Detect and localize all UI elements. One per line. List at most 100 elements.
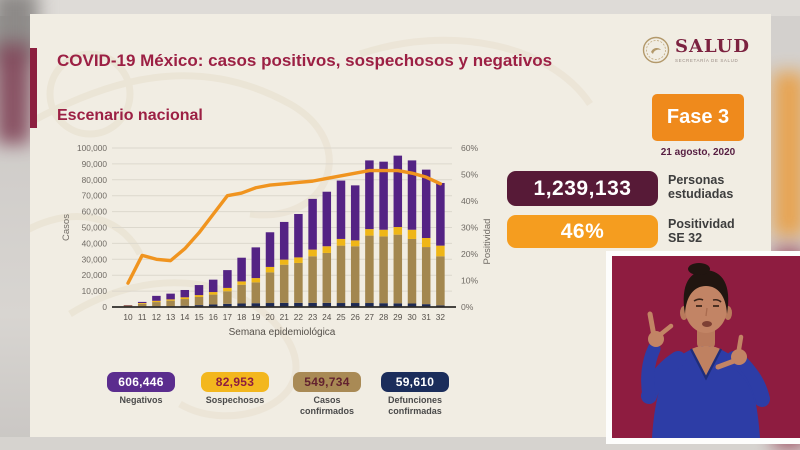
person-eyebrow [712, 298, 722, 303]
x-axis-tick: 23 [308, 312, 318, 322]
bar-week-29-Casos confirmados [393, 234, 403, 304]
bar-week-24-Defunciones confirmadas [322, 302, 332, 307]
summary-label: Negativos [86, 395, 196, 406]
title-accent-bar [30, 48, 37, 128]
bar-week-28-Casos confirmados [379, 236, 388, 304]
y-axis-tick-left: 20,000 [82, 270, 108, 280]
bar-week-12-Sospechosos [152, 300, 161, 303]
x-axis-tick: 10 [123, 312, 133, 322]
y-axis-tick-left: 0 [102, 302, 107, 312]
bar-week-22-Casos confirmados [294, 262, 303, 303]
x-axis-tick: 21 [280, 312, 290, 322]
bar-week-26-Casos confirmados [350, 246, 360, 304]
x-axis-tick: 28 [379, 312, 389, 322]
person-forearm [641, 342, 661, 403]
blur-blob [773, 72, 800, 237]
bar-week-23-Negativos [308, 198, 317, 250]
logo-wordmark: SALUD [675, 35, 750, 57]
y-axis-tick-right: 10% [461, 276, 479, 286]
x-axis-tick: 15 [194, 312, 204, 322]
y-axis-tick-left: 90,000 [82, 159, 108, 169]
bar-week-19-Defunciones confirmadas [251, 303, 261, 307]
bar-week-27-Defunciones confirmadas [365, 303, 374, 307]
bar-week-11-Negativos [137, 301, 147, 304]
bar-week-30-Casos confirmados [407, 238, 417, 304]
summary-label-line: Defunciones [387, 395, 442, 405]
bar-week-30-Sospechosos [407, 229, 417, 239]
person-collar [689, 348, 723, 381]
bar-week-24-Casos confirmados [322, 252, 332, 303]
summary-label-line: Negativos [119, 395, 163, 405]
x-axis-tick: 20 [265, 312, 275, 322]
bar-week-25-Casos confirmados [336, 245, 346, 304]
bar-week-29-Defunciones confirmadas [393, 303, 403, 307]
bar-week-14-Sospechosos [180, 297, 190, 300]
bar-week-32-Sospechosos [436, 245, 445, 257]
bar-week-30-Negativos [407, 160, 417, 230]
x-axis-tick: 13 [166, 312, 176, 322]
y-axis-title-right: Positividad [482, 219, 493, 265]
bar-week-31-Negativos [421, 169, 431, 238]
bar-week-27-Negativos [365, 160, 374, 230]
bar-week-31-Defunciones confirmadas [421, 304, 431, 307]
bar-week-26-Negativos [350, 185, 360, 241]
phase-date: 21 agosto, 2020 [660, 147, 736, 158]
bar-week-12-Casos confirmados [152, 302, 161, 307]
y-axis-tick-right: 20% [461, 249, 479, 259]
summary-label: Casos confirmados [272, 395, 382, 417]
y-axis-tick-left: 10,000 [82, 286, 108, 296]
summary-value-badge: 549,734 [293, 372, 361, 392]
y-axis-tick-left: 60,000 [82, 207, 108, 217]
bar-week-17-Negativos [223, 270, 232, 288]
bar-week-21-Sospechosos [279, 259, 289, 265]
bar-week-16-Defunciones confirmadas [208, 304, 218, 307]
person-thumb [736, 334, 744, 352]
salud-logo: SALUD SECRETARÍA DE SALUD [642, 36, 767, 64]
section-title: Escenario nacional [57, 107, 203, 124]
y-axis-title-left: Casos [61, 214, 72, 241]
bar-week-11-Sospechosos [137, 303, 147, 304]
bar-week-15-Casos confirmados [194, 296, 204, 306]
x-axis-tick: 27 [365, 312, 375, 322]
summary-sospechosos: 82,953 Sospechosos [180, 372, 290, 406]
cases-positivity-chart: 0 10,000 20,000 30,000 40,000 50,000 60,000 70,… [61, 143, 493, 338]
bar-week-30-Defunciones confirmadas [407, 303, 417, 307]
phase-badge: Fase 3 [652, 94, 744, 141]
positivity-line [126, 168, 443, 285]
bar-week-17-Casos confirmados [223, 291, 232, 304]
bar-week-18-Sospechosos [237, 281, 246, 285]
bar-week-29-Negativos [393, 155, 403, 228]
bar-week-20-Defunciones confirmadas [265, 303, 275, 307]
bar-week-21-Defunciones confirmadas [279, 302, 289, 307]
bar-week-22-Negativos [294, 213, 303, 258]
person-finger [647, 311, 657, 339]
bar-week-13-Casos confirmados [166, 300, 175, 307]
bar-week-21-Casos confirmados [279, 264, 289, 303]
x-axis-tick: 16 [209, 312, 219, 322]
y-axis-tick-right: 30% [461, 223, 479, 233]
summary-value-badge: 59,610 [381, 372, 449, 392]
summary-label: Sospechosos [180, 395, 290, 406]
x-axis-tick: 14 [180, 312, 190, 322]
y-axis-tick-left: 80,000 [82, 175, 108, 185]
blur-blob [0, 44, 30, 144]
bar-week-21-Negativos [279, 221, 289, 260]
x-axis-tick: 30 [407, 312, 417, 322]
y-axis-tick-right: 40% [461, 196, 479, 206]
bar-week-16-Sospechosos [208, 292, 218, 295]
kpi-personas-label: Personas estudiadas [668, 173, 733, 201]
bar-week-28-Sospechosos [379, 229, 388, 237]
bar-week-20-Negativos [265, 232, 275, 267]
summary-label-line: confirmados [299, 405, 354, 416]
bar-week-23-Sospechosos [308, 249, 317, 257]
bar-week-12-Negativos [152, 295, 161, 301]
bar-week-15-Negativos [194, 285, 204, 296]
summary-label-line: Casos [313, 395, 341, 405]
x-axis-tick: 26 [351, 312, 361, 322]
background-watermark [30, 36, 593, 420]
person-eyebrow [693, 298, 704, 302]
summary-label-line: Sospechosos [205, 395, 265, 405]
kpi-label-line: SE 32 [668, 231, 703, 245]
bar-week-19-Negativos [251, 247, 261, 279]
